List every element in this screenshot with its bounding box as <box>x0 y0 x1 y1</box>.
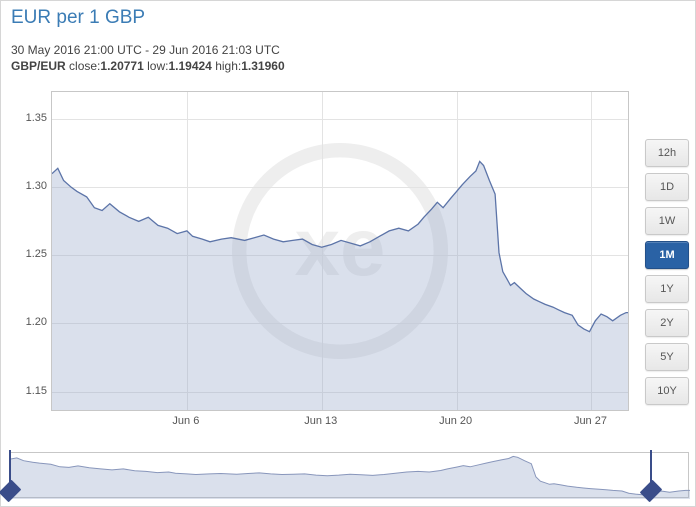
overview-series <box>10 453 690 499</box>
y-tick-label: 1.25 <box>9 248 47 260</box>
chart-title: EUR per 1 GBP <box>1 1 695 31</box>
chart-plot[interactable]: xe <box>51 91 629 411</box>
main-chart-area: 1.15 1.20 1.25 1.30 1.35 Jun 6 Jun 13 Jun 20 Ju… <box>9 91 629 431</box>
close-value: 1.20771 <box>100 59 143 73</box>
high-label: high: <box>215 59 241 73</box>
range-button-1d[interactable]: 1D <box>645 173 689 201</box>
stats-line: GBP/EUR close:1.20771 low:1.19424 high:1… <box>1 57 695 79</box>
line-series <box>52 92 629 411</box>
range-button-10y[interactable]: 10Y <box>645 377 689 405</box>
range-button-1w[interactable]: 1W <box>645 207 689 235</box>
y-tick-label: 1.15 <box>9 385 47 397</box>
pair-label: GBP/EUR <box>11 59 66 73</box>
range-button-5y[interactable]: 5Y <box>645 343 689 371</box>
range-button-1m[interactable]: 1M <box>645 241 689 269</box>
y-tick-label: 1.35 <box>9 112 47 124</box>
low-label: low: <box>147 59 168 73</box>
date-range-text: 30 May 2016 21:00 UTC - 29 Jun 2016 21:0… <box>1 31 695 57</box>
range-button-12h[interactable]: 12h <box>645 139 689 167</box>
y-tick-label: 1.20 <box>9 316 47 328</box>
chart-container: EUR per 1 GBP 30 May 2016 21:00 UTC - 29… <box>0 0 696 507</box>
x-tick-label: Jun 6 <box>172 415 199 427</box>
high-value: 1.31960 <box>241 59 284 73</box>
overview-right-handle[interactable] <box>644 450 658 502</box>
range-button-1y[interactable]: 1Y <box>645 275 689 303</box>
overview-left-handle[interactable] <box>3 450 17 502</box>
overview-chart <box>9 452 689 498</box>
range-button-2y[interactable]: 2Y <box>645 309 689 337</box>
range-selector: 12h 1D 1W 1M 1Y 2Y 5Y 10Y <box>645 139 689 411</box>
y-tick-label: 1.30 <box>9 180 47 192</box>
x-tick-label: Jun 27 <box>574 415 607 427</box>
low-value: 1.19424 <box>168 59 211 73</box>
close-label: close: <box>69 59 100 73</box>
overview-plot[interactable] <box>9 452 689 498</box>
x-tick-label: Jun 13 <box>304 415 337 427</box>
x-tick-label: Jun 20 <box>439 415 472 427</box>
